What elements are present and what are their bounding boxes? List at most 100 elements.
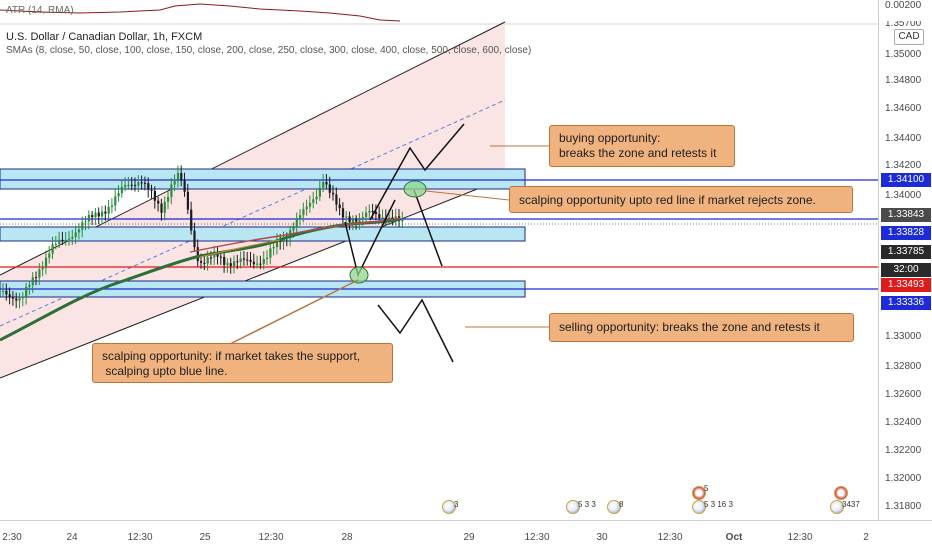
candle-body xyxy=(110,205,114,207)
candle-body xyxy=(371,211,374,213)
candle-body xyxy=(318,187,321,197)
candle-body xyxy=(275,239,279,248)
candle-body xyxy=(203,262,206,264)
candle-body xyxy=(348,216,351,223)
atr-line xyxy=(0,3,401,22)
candle-body xyxy=(332,192,335,195)
price-label[interactable]: 1.33828 xyxy=(881,226,931,240)
candle-body xyxy=(180,173,183,181)
candle-body xyxy=(25,286,28,297)
callout-line: scalping upto blue line. xyxy=(102,364,228,378)
candle-body xyxy=(31,277,34,286)
symbol-title[interactable]: U.S. Dollar / Canadian Dollar, 1h, FXCM xyxy=(6,31,203,43)
candle-body xyxy=(299,215,302,219)
candle-body xyxy=(71,237,74,239)
time-tick: 12:30 xyxy=(524,532,550,543)
candle-body xyxy=(38,269,41,278)
time-tick: 12:30 xyxy=(258,532,284,543)
time-tick: 30 xyxy=(596,532,608,543)
candle-body xyxy=(249,259,252,262)
candle-body xyxy=(91,215,94,218)
candle-body xyxy=(219,256,222,258)
time-axis[interactable]: 2:30 24 12:30 25 12:30 28 29 12:30 30 12:30 Oct 12:… xyxy=(0,520,932,551)
price-axis[interactable]: 0.00200 1.35700 1.35000 1.34800 1.34600 1.3… xyxy=(878,0,932,520)
candle-body xyxy=(256,263,259,265)
support-circle[interactable] xyxy=(349,266,369,284)
candle-body xyxy=(143,182,147,184)
callout-line: scalping opportunity: if market takes th… xyxy=(102,349,361,363)
event-count: 3437 xyxy=(842,500,860,509)
candlestick-series xyxy=(2,165,404,309)
resistance-zone[interactable] xyxy=(0,168,526,190)
currency-button[interactable]: CAD xyxy=(894,29,924,45)
price-label[interactable]: 1.33336 xyxy=(881,296,931,310)
selling-opportunity-callout[interactable]: selling opportunity: breaks the zone and… xyxy=(549,313,854,342)
price-label[interactable]: 1.33843 xyxy=(881,208,931,222)
rejection-circle[interactable] xyxy=(403,180,427,198)
price-tick: 1.32800 xyxy=(885,361,922,372)
price-label[interactable]: 1.34100 xyxy=(881,173,931,187)
candle-body xyxy=(44,257,48,269)
price-label[interactable]: 32:00 xyxy=(881,263,931,277)
candle-body xyxy=(94,212,97,218)
candle-body xyxy=(315,196,318,200)
us-flag-icon[interactable] xyxy=(692,500,706,514)
candle-body xyxy=(160,203,163,213)
us-flag-icon[interactable] xyxy=(607,500,621,514)
buying-opportunity-callout[interactable]: buying opportunity: breaks the zone and … xyxy=(549,125,735,167)
candle-body xyxy=(378,214,381,219)
candle-body xyxy=(130,184,133,186)
price-label[interactable]: 1.33785 xyxy=(881,245,931,259)
event-count: 5 3 3 xyxy=(578,500,596,509)
candle-body xyxy=(302,209,305,216)
candle-body xyxy=(305,206,308,210)
candle-body xyxy=(239,258,242,262)
candle-body xyxy=(269,248,272,258)
candle-body xyxy=(114,196,117,206)
candle-body xyxy=(77,229,81,233)
time-tick: 28 xyxy=(341,532,353,543)
candle-body xyxy=(74,232,77,238)
candle-body xyxy=(104,211,107,214)
price-tick: 1.32600 xyxy=(885,389,922,400)
candle-body xyxy=(173,181,176,185)
candle-body xyxy=(5,290,8,295)
candle-body xyxy=(266,257,269,259)
candle-body xyxy=(153,190,156,201)
middle-zone[interactable] xyxy=(0,226,526,242)
price-chart[interactable] xyxy=(0,0,878,520)
sma-red-line xyxy=(189,217,401,253)
candle-body xyxy=(186,191,189,210)
candle-body xyxy=(368,211,371,213)
price-tick: 1.35000 xyxy=(885,49,922,60)
candle-body xyxy=(345,216,348,218)
price-tick: 1.31800 xyxy=(885,501,922,512)
candle-body xyxy=(21,296,24,299)
us-flag-icon[interactable] xyxy=(442,500,456,514)
us-flag-icon[interactable] xyxy=(566,500,580,514)
event-count: 5 xyxy=(704,484,709,493)
atr-indicator-label[interactable]: ATR (14, RMA) xyxy=(6,5,74,16)
time-tick: 12:30 xyxy=(127,532,153,543)
canada-flag-icon[interactable] xyxy=(834,486,848,500)
canada-flag-icon[interactable] xyxy=(692,486,706,500)
channel-fill xyxy=(0,22,505,378)
candle-body xyxy=(48,253,51,258)
price-label[interactable]: 1.33493 xyxy=(881,278,931,292)
time-tick: 25 xyxy=(199,532,211,543)
candle-body xyxy=(170,184,173,198)
candle-body xyxy=(229,263,232,267)
candle-body xyxy=(117,193,120,197)
price-tick: 0.00200 xyxy=(885,0,922,11)
candle-body xyxy=(246,259,249,261)
candle-body xyxy=(183,180,186,192)
price-tick: 1.33000 xyxy=(885,331,922,342)
sma-indicator-label[interactable]: SMAs (8, close, 50, close, 100, close, 1… xyxy=(6,45,532,56)
candle-body xyxy=(401,218,404,222)
candle-body xyxy=(206,257,209,264)
us-flag-icon[interactable] xyxy=(830,500,844,514)
scalp-red-callout[interactable]: scalping opportunity upto red line if ma… xyxy=(509,186,853,213)
candle-body xyxy=(18,298,21,301)
scalp-blue-callout[interactable]: scalping opportunity: if market takes th… xyxy=(92,343,393,383)
